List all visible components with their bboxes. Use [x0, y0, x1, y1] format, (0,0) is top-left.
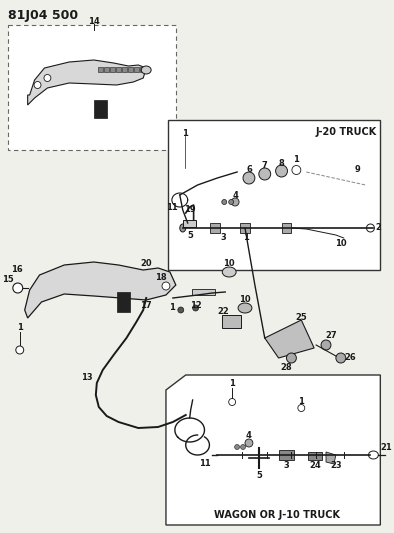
- Polygon shape: [326, 452, 336, 464]
- FancyBboxPatch shape: [128, 67, 133, 72]
- FancyBboxPatch shape: [308, 452, 322, 460]
- Text: 5: 5: [188, 231, 193, 240]
- Text: J-20 TRUCK: J-20 TRUCK: [315, 127, 376, 137]
- Ellipse shape: [366, 224, 374, 232]
- Polygon shape: [25, 262, 176, 318]
- Circle shape: [245, 439, 253, 447]
- Circle shape: [13, 283, 23, 293]
- FancyBboxPatch shape: [279, 450, 294, 460]
- Text: 8: 8: [279, 158, 284, 167]
- FancyBboxPatch shape: [168, 120, 380, 270]
- FancyBboxPatch shape: [110, 67, 115, 72]
- Circle shape: [241, 445, 245, 449]
- Text: 28: 28: [281, 364, 292, 373]
- Text: 23: 23: [330, 461, 342, 470]
- Text: 7: 7: [262, 161, 268, 171]
- Text: 1: 1: [182, 128, 188, 138]
- Circle shape: [243, 172, 255, 184]
- FancyBboxPatch shape: [183, 220, 196, 227]
- Text: 5: 5: [256, 471, 262, 480]
- Text: 1: 1: [243, 232, 249, 241]
- Circle shape: [336, 353, 346, 363]
- FancyBboxPatch shape: [98, 67, 103, 72]
- Text: 10: 10: [335, 238, 347, 247]
- Text: 1: 1: [169, 303, 175, 312]
- Circle shape: [229, 199, 234, 205]
- Text: 3: 3: [284, 461, 289, 470]
- Ellipse shape: [238, 303, 252, 313]
- Circle shape: [286, 353, 296, 363]
- Text: 26: 26: [345, 353, 357, 362]
- Circle shape: [229, 399, 236, 406]
- Text: 27: 27: [325, 330, 337, 340]
- Text: 19: 19: [184, 206, 195, 214]
- Text: 13: 13: [81, 374, 93, 383]
- Ellipse shape: [222, 267, 236, 277]
- FancyBboxPatch shape: [8, 25, 176, 150]
- Text: WAGON OR J-10 TRUCK: WAGON OR J-10 TRUCK: [214, 510, 340, 520]
- Text: 2: 2: [375, 223, 381, 232]
- FancyBboxPatch shape: [210, 223, 220, 233]
- Text: 10: 10: [239, 295, 251, 304]
- Circle shape: [178, 307, 184, 313]
- FancyBboxPatch shape: [192, 289, 215, 295]
- Circle shape: [44, 75, 51, 82]
- Text: 1: 1: [294, 156, 299, 165]
- Text: 11: 11: [166, 203, 178, 212]
- Text: 12: 12: [190, 301, 201, 310]
- Circle shape: [298, 405, 305, 411]
- Polygon shape: [117, 292, 130, 312]
- Circle shape: [34, 82, 41, 88]
- FancyBboxPatch shape: [140, 67, 145, 72]
- Text: 3: 3: [220, 232, 226, 241]
- Polygon shape: [265, 320, 314, 358]
- Text: 20: 20: [140, 259, 152, 268]
- Text: 24: 24: [309, 461, 321, 470]
- FancyBboxPatch shape: [104, 67, 109, 72]
- Text: 22: 22: [217, 308, 229, 317]
- FancyBboxPatch shape: [116, 67, 121, 72]
- Text: 16: 16: [11, 265, 23, 274]
- Text: 1: 1: [229, 379, 235, 389]
- Circle shape: [193, 305, 199, 311]
- Text: 1: 1: [17, 324, 23, 333]
- Text: 6: 6: [246, 166, 252, 174]
- Text: 10: 10: [223, 259, 235, 268]
- Polygon shape: [28, 60, 146, 105]
- Circle shape: [222, 199, 227, 205]
- Circle shape: [321, 340, 331, 350]
- Text: 14: 14: [88, 18, 100, 27]
- FancyBboxPatch shape: [134, 67, 139, 72]
- Text: 9: 9: [355, 166, 361, 174]
- FancyBboxPatch shape: [282, 223, 292, 233]
- Circle shape: [231, 198, 239, 206]
- Text: 4: 4: [246, 432, 252, 440]
- Circle shape: [162, 282, 170, 290]
- FancyBboxPatch shape: [122, 67, 127, 72]
- Ellipse shape: [368, 451, 378, 459]
- FancyBboxPatch shape: [240, 223, 250, 233]
- Circle shape: [234, 445, 240, 449]
- Ellipse shape: [141, 66, 151, 74]
- Text: 11: 11: [199, 458, 210, 467]
- Text: 15: 15: [2, 276, 14, 285]
- Polygon shape: [166, 375, 380, 525]
- Text: 81J04 500: 81J04 500: [8, 9, 78, 22]
- Circle shape: [16, 346, 24, 354]
- Circle shape: [259, 168, 271, 180]
- Circle shape: [292, 166, 301, 174]
- Circle shape: [276, 165, 288, 177]
- Text: 17: 17: [140, 301, 152, 310]
- Text: 1: 1: [298, 397, 304, 406]
- Polygon shape: [94, 100, 107, 118]
- Text: 4: 4: [232, 190, 238, 199]
- Ellipse shape: [180, 224, 186, 232]
- FancyBboxPatch shape: [222, 314, 241, 327]
- Text: 18: 18: [155, 273, 167, 282]
- Text: 25: 25: [296, 312, 307, 321]
- Text: 21: 21: [380, 442, 392, 451]
